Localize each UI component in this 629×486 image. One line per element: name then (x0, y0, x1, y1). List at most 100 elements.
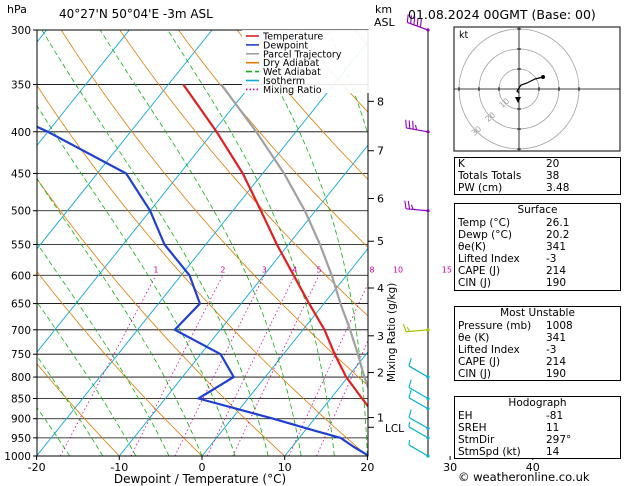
pressure-tick-label: 400 (11, 127, 31, 139)
most-unstable-row: θe (K) 341 (458, 332, 567, 345)
wind-barb (406, 208, 429, 212)
hodograph-storm-marker (515, 97, 521, 103)
wind-barb-flag (407, 200, 411, 210)
wind-barb (408, 365, 429, 378)
wet-adiabat-line (244, 30, 368, 456)
km-tick-label: 7 (377, 145, 384, 158)
wind-barb (408, 416, 429, 429)
legend-label: Wet Adiabat (263, 67, 321, 78)
most-unstable-row: CIN (J) 190 (458, 368, 567, 381)
wind-barb-flag (416, 17, 419, 27)
surface-row: Temp (°C) 26.1 (458, 217, 570, 229)
hodograph-row: SREH 11 (458, 422, 560, 435)
dry-adiabat-line (37, 270, 203, 456)
surface-table: Surface Temp (°C) 26.1 Dewp (°C) 20.2 θe(K… (454, 203, 621, 291)
mixing-ratio-tick-label: 10 (393, 265, 403, 274)
wet-adiabat-line (41, 30, 269, 456)
wet-adiabat-line (37, 355, 104, 456)
legend-label: Dry Adiabat (263, 58, 320, 69)
km-axis: 8 7 6 5 4 3 2 1 (368, 95, 384, 428)
mixing-ratio-line (59, 275, 157, 456)
wind-barb-flag (402, 323, 407, 332)
wind-barb-dot (426, 407, 430, 411)
pressure-axis: 300 350 400 450 500 550 600 650 700 750 800 850 900 9… (4, 25, 37, 463)
wind-barb-flag (410, 15, 413, 24)
wind-barb-flag (419, 19, 422, 28)
mixing-ratio-tick-label: 15 (442, 265, 452, 274)
wind-barb (407, 21, 429, 31)
isotherm-line (37, 30, 213, 250)
dry-adiabat-line (37, 178, 285, 456)
wind-barb-dot (426, 209, 430, 213)
mixing-ratio-line (174, 275, 265, 456)
legend-label: Parcel Trajectory (263, 49, 342, 60)
location-label: 40°27'N 50°04'E -3m ASL (59, 7, 213, 21)
surface-row: Dewp (°C) 20.2 (458, 229, 570, 242)
wind-barb-flag (408, 357, 412, 367)
temperature-tick-label: 10 (278, 461, 292, 474)
wind-barb (406, 329, 429, 333)
surface-row: CIN (J) 190 (458, 277, 567, 290)
isotherm-line (284, 351, 368, 456)
copyright-footer: © weatheronline.co.uk (458, 470, 590, 484)
dry-adiabat-line (236, 30, 368, 180)
index-row: Totals Totals 38 (458, 170, 560, 183)
wet-adiabat-line (37, 105, 236, 456)
mixing-ratio-tick-label: 3 (262, 265, 267, 274)
asl-unit-label: ASL (374, 16, 395, 29)
wind-barb-dot (426, 396, 430, 401)
wind-barb (406, 127, 429, 133)
pressure-tick-label: 900 (11, 414, 31, 426)
wet-adiabat-line (410, 30, 440, 456)
legend-label: Mixing Ratio (263, 85, 322, 96)
wind-barb-dot (426, 426, 430, 431)
mixing-ratio-tick-label: 8 (369, 265, 374, 274)
mixing-ratio-line (206, 275, 296, 456)
temperature-tick-label: -20 (28, 461, 46, 474)
lcl-label: LCL (385, 423, 404, 435)
legend-label: Isotherm (263, 76, 305, 87)
dry-adiabat-line (37, 84, 368, 456)
dewpoint-line (37, 125, 368, 456)
wind-barb-dot (426, 436, 430, 440)
wind-barb-flag (410, 204, 414, 210)
surface-row: Lifted Index -3 (458, 253, 557, 266)
index-row: K 20 (458, 158, 560, 170)
km-tick-label: 2 (377, 367, 384, 380)
wind-barb-flag (408, 389, 412, 398)
pressure-tick-label: 800 (11, 372, 31, 384)
km-tick-label: 1 (377, 412, 384, 425)
hodograph-row: EH -81 (458, 410, 564, 422)
pressure-tick-label: 650 (11, 299, 31, 311)
isotherm-line (37, 30, 296, 353)
wind-barb-flag (406, 14, 409, 23)
wet-adiabat-line (167, 30, 335, 456)
most-unstable-table: Most Unstable Pressure (mb) 1008 θe (K) 34… (454, 306, 621, 382)
hodograph-trace (516, 76, 544, 94)
isotherm-line (37, 30, 130, 147)
km-tick-label: 6 (377, 193, 384, 206)
pressure-tick-label: 350 (11, 80, 31, 92)
wet-adiabat-line (99, 30, 302, 456)
wind-barb-flag (408, 409, 412, 418)
wind-barb (408, 386, 429, 400)
legend-label: Dewpoint (263, 40, 308, 51)
mixing-ratio-axis-label: Mixing Ratio (g/kg) (386, 283, 398, 382)
pressure-tick-label: 450 (11, 168, 31, 180)
temperature-tick-label: 20 (360, 461, 374, 474)
wind-barb-flag (405, 119, 407, 129)
pressure-tick-label: 750 (11, 349, 31, 361)
wind-barb-flag (408, 440, 411, 446)
parcel-trajectory-line (220, 83, 368, 391)
wind-barb (408, 426, 429, 439)
background-lines (37, 30, 440, 456)
temperature-tick-label: 0 (199, 461, 206, 474)
mixing-ratio-tick-label: 1 (153, 265, 158, 274)
wet-adiabat-line (37, 242, 170, 456)
wind-barb-flag (413, 16, 416, 25)
wind-barb-dot (426, 28, 430, 32)
x-axis-title: Dewpoint / Temperature (°C) (114, 472, 286, 486)
